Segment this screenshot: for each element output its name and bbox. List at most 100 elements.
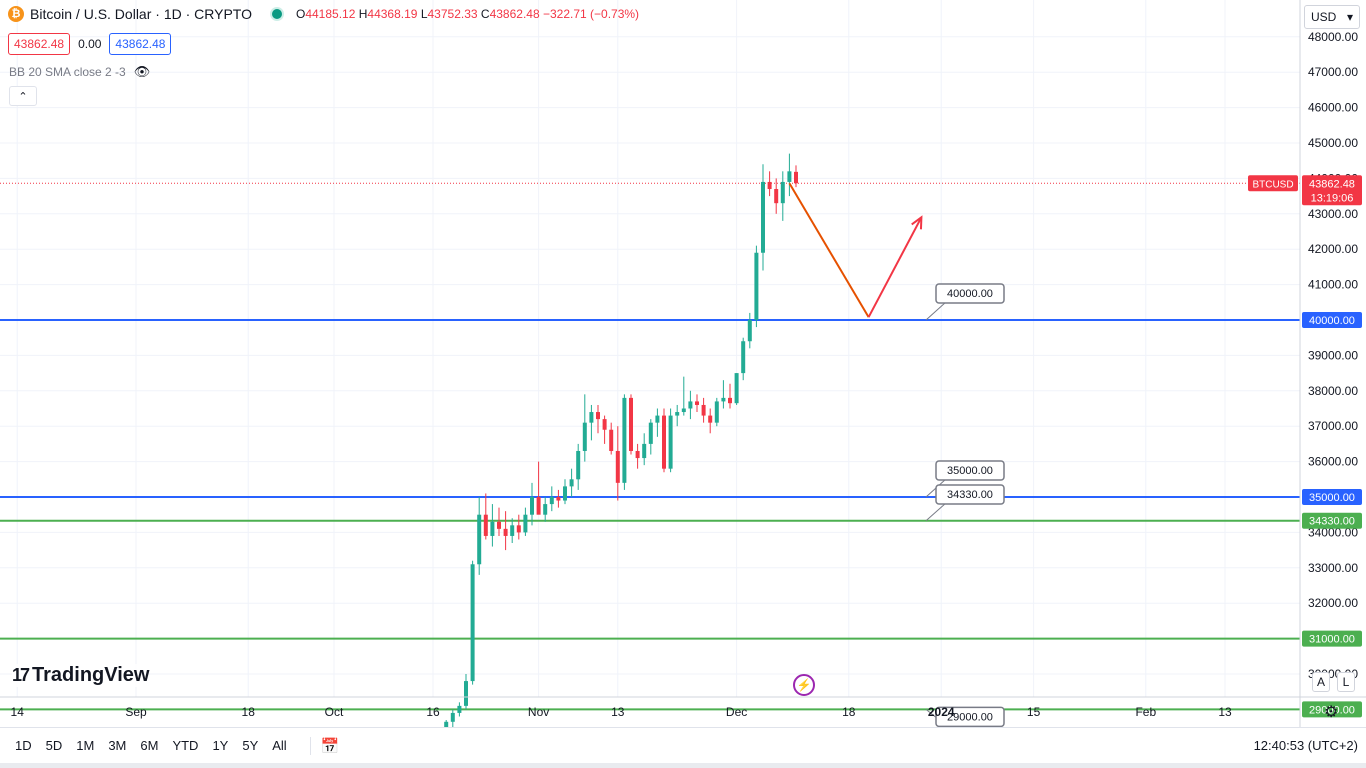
level-price-badge [1302,512,1362,529]
range-1y-button[interactable]: 1Y [212,738,229,753]
range-3m-button[interactable]: 3M [108,738,127,753]
level-price-badge [1302,489,1362,505]
candles [444,153,798,727]
last-price-badge [1302,175,1362,206]
indicator-label[interactable]: BB 20 SMA close 2 -3 [9,65,126,79]
price-chart[interactable]: 40000.00 35000.00 34330.00 29000.00 30000.0… [0,0,1366,727]
candle-body [556,497,561,501]
x-tick-label: 14 [11,705,25,719]
symbol-title[interactable]: Bitcoin / U.S. Dollar · 1D · CRYPTO [30,6,252,22]
range-1d-button[interactable]: 1D [15,738,32,753]
y-tick-label: 42000.00 [1308,242,1358,256]
collapse-legend-button[interactable]: ⌃ [9,86,37,106]
callout-text: 40000.00 [947,288,993,300]
auto-scale-button[interactable]: A [1312,672,1330,692]
candle-body [609,429,614,451]
candle-body [543,504,548,515]
level-price-badge-label: 31000.00 [1309,634,1355,646]
candle-body [767,181,772,190]
log-scale-button[interactable]: L [1337,672,1355,692]
indicator-legend[interactable]: BB 20 SMA close 2 -3 👁 [9,64,150,80]
low-label: L [420,7,428,21]
candle-body [563,486,567,501]
change-value: −322.71 (−0.73%) [542,7,640,21]
x-tick-label: Nov [528,705,549,719]
candle-body [780,181,785,204]
x-tick-label: 18 [842,705,856,719]
high-value: 44368.19 [367,7,418,21]
tradingview-logo[interactable]: 17 TradingView [12,664,150,687]
sell-price-button[interactable]: 43862.48 [8,33,71,55]
candle-body [549,497,554,505]
currency-dropdown[interactable]: USD ▾ [1304,5,1360,29]
bolt-event-icon[interactable]: ⚡ [793,674,815,696]
range-1m-button[interactable]: 1M [76,738,95,753]
candle-body [728,397,732,404]
candle-body [662,415,666,469]
candle-body [569,479,574,487]
y-tick-label: 41000.00 [1308,278,1358,292]
tradingview-wordmark: TradingView [32,664,150,686]
candle-body [721,397,726,402]
x-tick-label: 16 [426,705,440,719]
candle-body [490,521,495,536]
range-6m-button[interactable]: 6M [140,738,159,753]
high-label: H [358,7,368,21]
candle-body [701,404,706,416]
level-price-badge-label: 34330.00 [1309,516,1355,528]
y-tick-label: 45000.00 [1308,136,1358,150]
axes: 30000.0031000.0032000.0033000.0034000.00… [0,0,1366,727]
candle-body [695,401,699,405]
candle-body [622,397,627,483]
open-label: O [295,7,306,21]
y-tick-label: 33000.00 [1308,561,1358,575]
range-5y-button[interactable]: 5Y [242,738,259,753]
bottom-strip [0,763,1366,768]
candle-body [457,705,462,713]
x-tick-label: 18 [242,705,256,719]
clock-readout[interactable]: 12:40:53 (UTC+2) [1253,738,1358,753]
market-status-icon[interactable] [269,7,284,21]
currency-label: USD [1311,10,1337,24]
candle-body [483,514,488,536]
candle-body [503,528,508,536]
buy-price-button[interactable]: 43862.48 [109,33,172,55]
candle-body [516,525,521,533]
candle-body [589,412,594,423]
candle-body [675,412,680,416]
range-all-button[interactable]: All [272,738,287,753]
range-ytd-button[interactable]: YTD [172,738,199,753]
candle-body [741,341,746,374]
callout-leader [925,502,947,522]
candle-body [629,397,633,451]
range-5d-button[interactable]: 5D [45,738,63,753]
candle-body [523,514,528,533]
callout-box [935,283,1005,304]
candle-body [477,514,482,565]
level-price-badge-label: 35000.00 [1309,492,1355,504]
x-tick-label: Feb [1135,705,1156,719]
x-tick-label: 13 [1218,705,1232,719]
close-label: C [480,7,490,21]
gear-icon[interactable]: ⚙ [1324,704,1339,721]
ohlc-values: O44185.12 H44368.19 L43752.33 C43862.48 … [296,7,639,21]
level-price-badge-label: 40000.00 [1309,315,1355,327]
candle-body [582,422,587,451]
y-tick-label: 34000.00 [1308,525,1358,539]
level-price-badge [1302,312,1362,328]
candle-body [530,497,534,515]
callout-text: 29000.00 [947,711,993,723]
candle-body [602,419,607,430]
forecast-down-line [788,182,870,318]
candle-body [470,564,475,682]
level-price-badge [1302,701,1362,718]
y-tick-label: 43000.00 [1308,207,1358,221]
hidden-eye-icon[interactable]: 👁 [133,64,151,79]
lightning-icon: ⚡ [796,678,812,692]
x-tick-label: Sep [125,705,147,719]
candle-body [774,189,779,204]
level-lines [0,182,1300,711]
forecast-arrows [788,182,923,318]
calendar-icon[interactable]: 📅 [309,736,339,755]
forecast-arrowhead [911,215,923,230]
